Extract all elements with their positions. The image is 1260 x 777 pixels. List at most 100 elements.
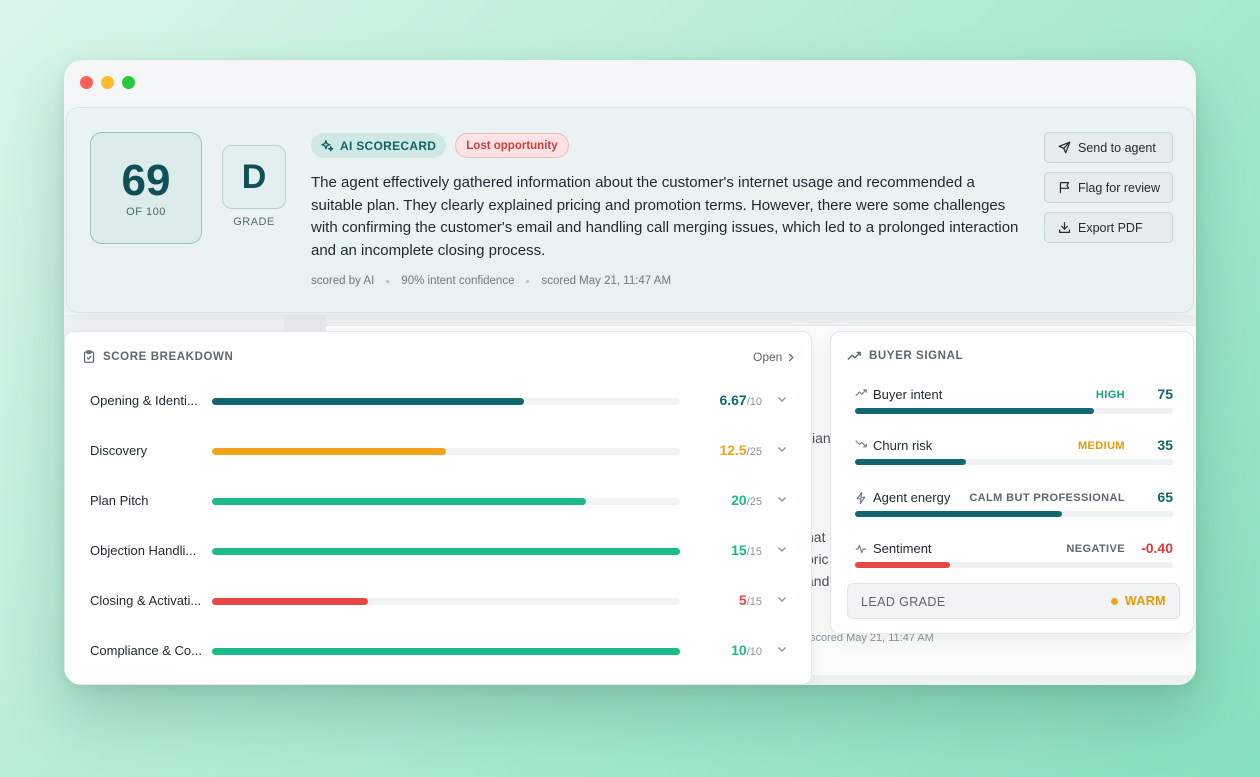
breakdown-row[interactable]: Objection Handli... 15/15 [90, 539, 790, 565]
breakdown-row-max: /10 [746, 646, 762, 658]
trend-up-icon [855, 388, 867, 396]
breakdown-row-max: /25 [746, 446, 762, 458]
signal-row: Sentiment NEGATIVE -0.40 [855, 539, 1173, 579]
breakdown-row[interactable]: Compliance & Co... 10/10 [90, 639, 790, 665]
signal-row-tag: HIGH [1095, 389, 1125, 401]
grade-label: GRADE [233, 216, 275, 228]
signal-row-value: -0.40 [1141, 540, 1173, 556]
chevron-down-icon[interactable] [776, 643, 788, 655]
signal-row-value: 35 [1157, 437, 1173, 453]
breakdown-row-score: 10/10 [690, 642, 762, 658]
breakdown-row[interactable]: Discovery 12.5/25 [90, 439, 790, 465]
chevron-down-icon[interactable] [776, 543, 788, 555]
score-meta: scored by AI 90% intent confidence score… [311, 275, 671, 287]
signal-row-name: Buyer intent [873, 387, 943, 402]
signal-row-tag: MEDIUM [1077, 440, 1125, 452]
scorecard-header: 69 OF 100 D GRADE AI SCORECARD Lost oppo… [66, 107, 1194, 313]
breakdown-row-points: 12.5 [719, 442, 747, 458]
maximize-window-button[interactable] [122, 76, 135, 89]
close-window-button[interactable] [80, 76, 93, 89]
breakdown-row-label: Closing & Activati... [90, 593, 202, 608]
signal-row-tag: CALM BUT PROFESSIONAL [969, 492, 1125, 504]
pulse-icon [855, 544, 867, 553]
send-to-agent-label: Send to agent [1078, 140, 1156, 155]
chevron-right-icon [789, 352, 795, 362]
breakdown-row-max: /10 [746, 396, 762, 408]
flag-for-review-label: Flag for review [1078, 180, 1160, 195]
ai-summary-text: The agent effectively gathered informati… [311, 174, 1019, 259]
separator-dot [386, 279, 390, 283]
breakdown-row-bar [212, 448, 446, 455]
signal-row-bar [855, 562, 951, 568]
breakdown-row-max: /15 [746, 596, 762, 608]
signal-row-track [855, 459, 1173, 465]
breakdown-row-score: 15/15 [690, 542, 762, 558]
signal-row-label: Buyer intent [855, 387, 942, 402]
signal-row-name: Agent energy [873, 490, 951, 505]
badge-row: AI SCORECARD Lost opportunity [311, 133, 569, 158]
open-breakdown-link[interactable]: Open [753, 350, 795, 364]
breakdown-row[interactable]: Plan Pitch 20/25 [90, 489, 790, 515]
chevron-down-icon[interactable] [776, 493, 788, 505]
signal-row-bar [855, 511, 1062, 517]
signal-row-bar [855, 408, 1094, 414]
signal-row-track [855, 562, 1173, 568]
flag-icon [1059, 182, 1070, 194]
breakdown-row-bar [212, 598, 368, 605]
opportunity-status-label: Lost opportunity [466, 139, 558, 152]
ai-scorecard-label: AI SCORECARD [340, 138, 437, 153]
breakdown-row-bar [212, 498, 587, 505]
buyer-signal-label: BUYER SIGNAL [869, 350, 964, 362]
scored-by: scored by AI [311, 275, 375, 287]
lead-grade: LEAD GRADE WARM [847, 583, 1180, 619]
opportunity-status-badge: Lost opportunity [455, 133, 569, 158]
ai-scorecard-badge: AI SCORECARD [311, 133, 447, 158]
signal-row: Churn risk MEDIUM 35 [855, 436, 1173, 476]
signal-row-track [855, 408, 1173, 414]
score-out-of: OF 100 [126, 206, 166, 218]
download-icon [1059, 222, 1070, 233]
chevron-down-icon[interactable] [776, 443, 788, 455]
breakdown-row[interactable]: Opening & Identi... 6.67/10 [90, 389, 790, 415]
action-buttons: Send to agent Flag for review Export PDF [1044, 132, 1173, 243]
breakdown-row-track [212, 448, 680, 455]
intent-confidence: 90% intent confidence [401, 275, 515, 287]
breakdown-row-score: 20/25 [690, 492, 762, 508]
signal-row: Agent energy CALM BUT PROFESSIONAL 65 [855, 488, 1173, 528]
signal-row: Buyer intent HIGH 75 [855, 385, 1173, 425]
breakdown-row-track [212, 398, 680, 405]
signal-row-label: Churn risk [855, 438, 932, 453]
breakdown-row-points: 20 [731, 492, 747, 508]
breakdown-row-bar [212, 548, 680, 555]
signal-row-value: 65 [1157, 489, 1173, 505]
lead-grade-label: LEAD GRADE [861, 595, 946, 609]
breakdown-row-label: Opening & Identi... [90, 393, 198, 408]
send-to-agent-button[interactable]: Send to agent [1044, 132, 1173, 163]
breakdown-row-points: 10 [731, 642, 747, 658]
minimize-window-button[interactable] [101, 76, 114, 89]
breakdown-row-track [212, 548, 680, 555]
background-text-fragment: ian [812, 430, 831, 446]
chevron-down-icon[interactable] [776, 593, 788, 605]
breakdown-row-score: 12.5/25 [690, 442, 762, 458]
send-icon [1058, 141, 1071, 154]
breakdown-row[interactable]: Closing & Activati... 5/15 [90, 589, 790, 615]
signal-row-tag: NEGATIVE [1066, 543, 1125, 555]
lead-grade-value: WARM [1110, 594, 1166, 608]
breakdown-row-points: 5 [738, 592, 747, 608]
buyer-signal-title: BUYER SIGNAL [847, 350, 963, 362]
signal-row-name: Sentiment [873, 541, 932, 556]
buyer-signal-card: BUYER SIGNAL Buyer intent HIGH 75 Churn ris… [830, 331, 1194, 634]
signal-row-track [855, 511, 1173, 517]
breakdown-row-bar [212, 398, 525, 405]
breakdown-row-points: 6.67 [719, 392, 747, 408]
score-breakdown-title: SCORE BREAKDOWN [83, 350, 233, 363]
flag-for-review-button[interactable]: Flag for review [1044, 172, 1173, 203]
chevron-down-icon[interactable] [776, 393, 788, 405]
scored-timestamp: scored May 21, 11:47 AM [541, 275, 672, 287]
breakdown-row-label: Objection Handli... [90, 543, 197, 558]
grade-badge: D [222, 145, 286, 209]
export-pdf-button[interactable]: Export PDF [1044, 212, 1173, 243]
background-meta-fragment: scored May 21, 11:47 AM [810, 632, 934, 644]
warm-dot-icon [1110, 597, 1118, 605]
